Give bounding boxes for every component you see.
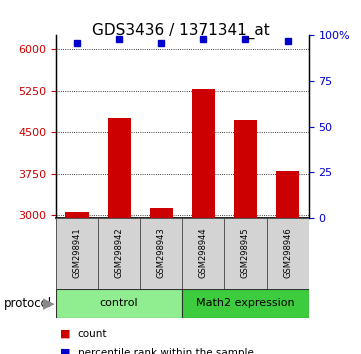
Bar (140, 218, 182, 289)
Bar (98, 218, 140, 289)
Text: count: count (78, 329, 107, 338)
Bar (182, 218, 225, 289)
Text: GDS3436 / 1371341_at: GDS3436 / 1371341_at (92, 23, 269, 39)
Bar (56, 218, 98, 289)
Text: GSM298942: GSM298942 (115, 228, 123, 279)
Text: Math2 expression: Math2 expression (196, 298, 295, 308)
Bar (234, 120, 257, 218)
Bar (192, 89, 215, 218)
Text: control: control (100, 298, 138, 308)
Bar (56, 289, 182, 318)
Text: GSM298941: GSM298941 (73, 228, 82, 279)
Bar (225, 218, 266, 289)
Bar (276, 171, 299, 218)
Text: GSM298944: GSM298944 (199, 228, 208, 279)
Text: percentile rank within the sample: percentile rank within the sample (78, 348, 253, 354)
Bar (65, 212, 88, 218)
Text: ■: ■ (60, 329, 70, 338)
Text: protocol: protocol (4, 297, 52, 310)
Bar (108, 118, 131, 218)
Bar (150, 208, 173, 218)
Text: GSM298945: GSM298945 (241, 228, 250, 279)
Text: ▶: ▶ (43, 296, 55, 311)
Text: GSM298946: GSM298946 (283, 228, 292, 279)
Text: GSM298943: GSM298943 (157, 228, 166, 279)
Bar (182, 289, 309, 318)
Bar (266, 218, 309, 289)
Text: ■: ■ (60, 348, 70, 354)
